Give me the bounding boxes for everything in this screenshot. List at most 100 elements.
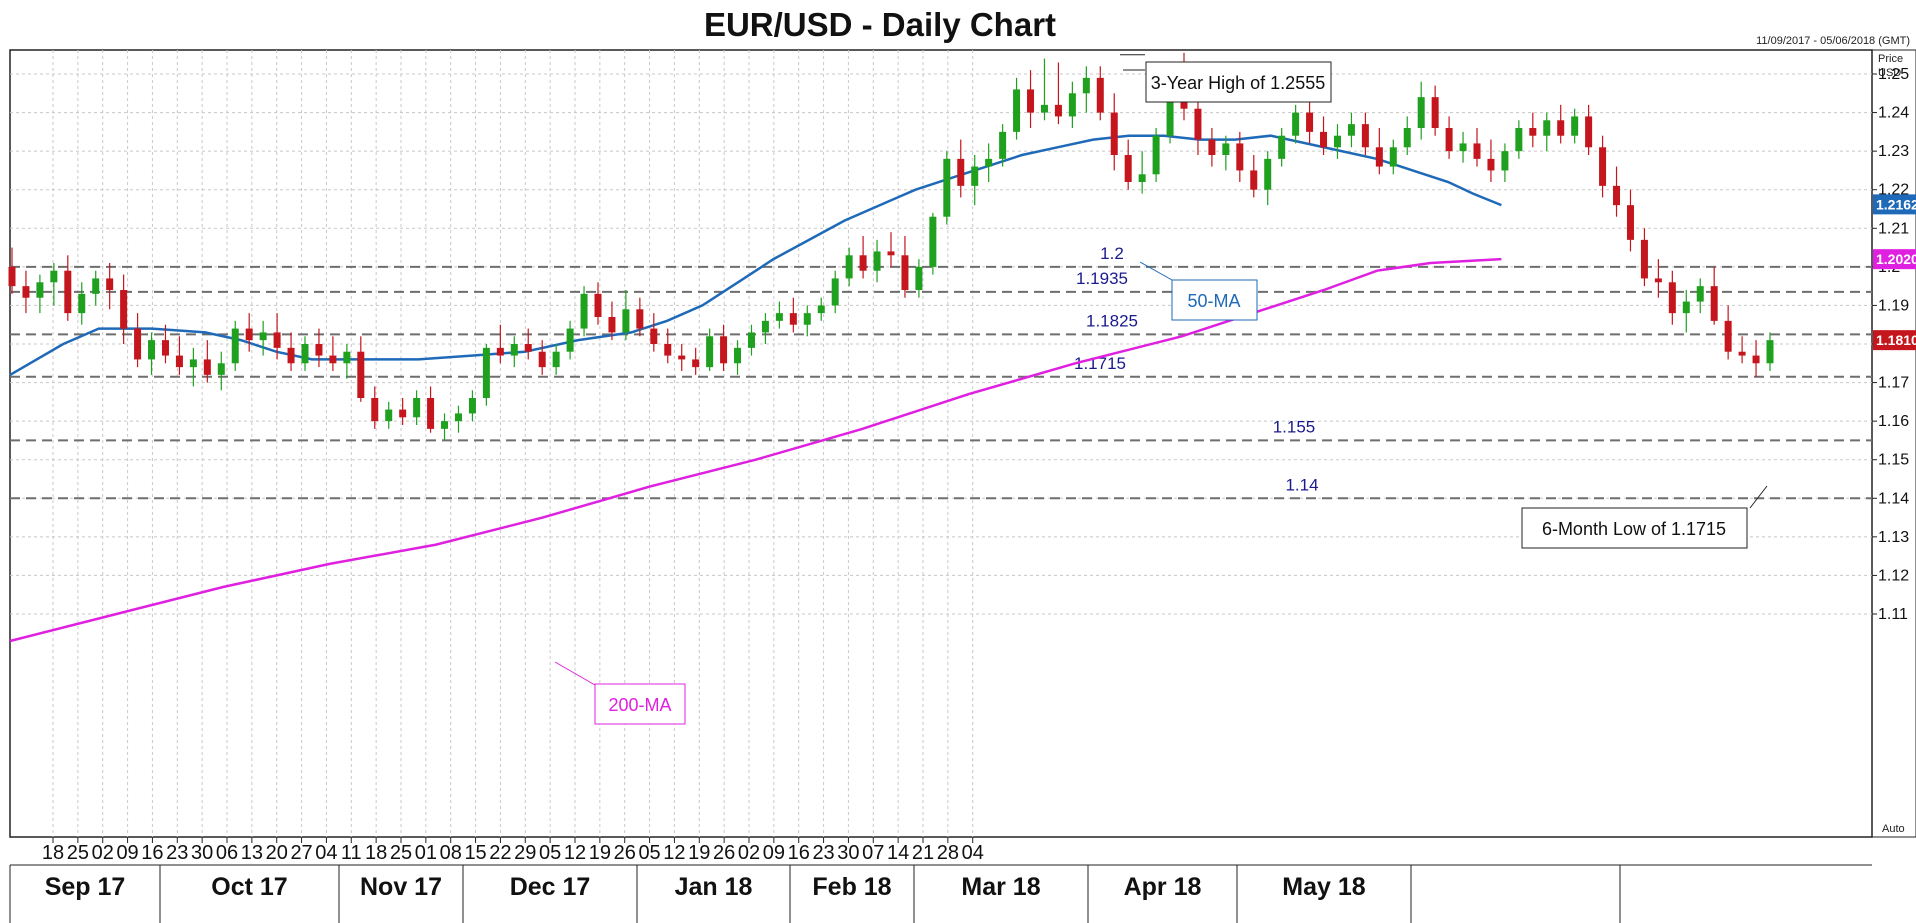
candle-body (1292, 112, 1300, 136)
candle-body (1738, 351, 1746, 356)
candle-body (887, 251, 895, 256)
candle-body (8, 266, 16, 287)
price-badge (1873, 194, 1916, 215)
candle-body (1501, 151, 1509, 171)
candle-body (22, 286, 30, 298)
candle-body (915, 266, 923, 290)
price-badge-label: 1.2020 (1876, 251, 1916, 267)
candle-body (552, 351, 560, 368)
candle-body (399, 409, 407, 418)
x-day-tick-label: 28 (937, 842, 959, 864)
auto-label: Auto (1882, 823, 1905, 835)
ma50-connector (1139, 261, 1173, 281)
candle-body (580, 293, 588, 329)
candle-body (1194, 108, 1202, 140)
candle-body (468, 397, 476, 414)
candle-body (441, 421, 449, 429)
level-label: 1.1935 (1076, 269, 1128, 288)
candle-body (1096, 77, 1104, 113)
candle-body (427, 397, 435, 429)
candle-body (1124, 154, 1132, 182)
x-day-tick-label: 30 (191, 842, 213, 864)
candle-body (189, 359, 197, 368)
candle-body (1487, 158, 1495, 171)
y-axis-title-usd: USD (1878, 67, 1901, 79)
x-day-tick-label: 27 (290, 842, 312, 864)
x-day-tick-label: 06 (216, 842, 238, 864)
date-range: 11/09/2017 - 05/06/2018 (GMT) (1756, 35, 1910, 47)
candle-body (789, 313, 797, 325)
candle-body (1654, 278, 1662, 283)
candle-body (524, 343, 532, 352)
candle-body (510, 343, 518, 356)
y-tick-label: 1.12 (1878, 567, 1909, 584)
candle-body (1333, 135, 1341, 148)
x-day-tick-label: 02 (738, 842, 760, 864)
candle-body (245, 328, 253, 341)
x-day-tick-label: 04 (315, 842, 337, 864)
candle-body (1166, 93, 1174, 136)
candle-body (1557, 120, 1565, 136)
candle-body (873, 251, 881, 271)
x-day-tick-label: 14 (887, 842, 909, 864)
candle-body (1306, 112, 1314, 132)
y-tick-label: 1.16 (1878, 413, 1909, 430)
candle-body (831, 278, 839, 306)
candle-body (120, 289, 128, 329)
candle-body (496, 347, 504, 356)
x-day-tick-label: 05 (539, 842, 561, 864)
candle-body (1347, 124, 1355, 136)
candle-body (1138, 174, 1146, 182)
price-badge-label: 1.2162 (1876, 196, 1916, 212)
candle-body (1389, 147, 1397, 167)
candle-body (999, 131, 1007, 159)
candle-body (901, 255, 909, 290)
x-day-tick-label: 04 (962, 842, 984, 864)
x-day-tick-label: 16 (141, 842, 163, 864)
candle-body (371, 397, 379, 422)
candle-body (1250, 170, 1258, 190)
level-label: 1.155 (1273, 417, 1316, 436)
x-month-label: Dec 17 (510, 873, 591, 901)
candle-body (1613, 185, 1621, 206)
annotations-layer: 3-Year High of 1.2555 6-Month Low of 1.17… (554, 54, 1916, 725)
candle-body (454, 413, 462, 422)
x-day-tick-label: 26 (713, 842, 735, 864)
ma200-label: 200-MA (608, 695, 671, 715)
candle-body (1320, 131, 1328, 148)
candle-body (817, 305, 825, 314)
x-day-tick-label: 18 (42, 842, 64, 864)
candle-body (1585, 116, 1593, 148)
candle-body (1222, 143, 1230, 155)
candle-body (761, 320, 769, 333)
x-month-label: Apr 18 (1124, 873, 1202, 901)
candle-body (594, 293, 602, 317)
candle-body (1724, 320, 1732, 352)
candle-body (357, 351, 365, 398)
candle-body (1459, 143, 1467, 152)
x-month-label: Oct 17 (211, 873, 287, 901)
x-day-tick-label: 15 (464, 842, 486, 864)
candle-body (1696, 286, 1704, 302)
candle-body (287, 347, 295, 364)
y-tick-label: 1.17 (1878, 375, 1909, 392)
candle-body (1027, 89, 1035, 113)
candle-body (50, 270, 58, 283)
candle-body (343, 351, 351, 364)
candle-body (413, 397, 421, 418)
x-day-tick-label: 19 (688, 842, 710, 864)
candle-body (720, 336, 728, 364)
level-label: 1.2 (1100, 244, 1124, 263)
candle-body (1278, 135, 1286, 159)
x-day-tick-label: 13 (241, 842, 263, 864)
y-axis-title-price: Price (1878, 53, 1903, 65)
annotation-high-label: 3-Year High of 1.2555 (1151, 73, 1325, 93)
candle-body (1208, 139, 1216, 155)
candle-body (148, 340, 156, 360)
levels-layer: 1.2 1.1935 1.1825 1.1715 1.155 1.14 (10, 244, 1872, 500)
annotation-box (1521, 507, 1748, 549)
candle-body (957, 158, 965, 186)
annotation-box (1145, 61, 1332, 103)
chart-title: EUR/USD - Daily Chart (704, 6, 1056, 43)
candle-body (929, 216, 937, 267)
